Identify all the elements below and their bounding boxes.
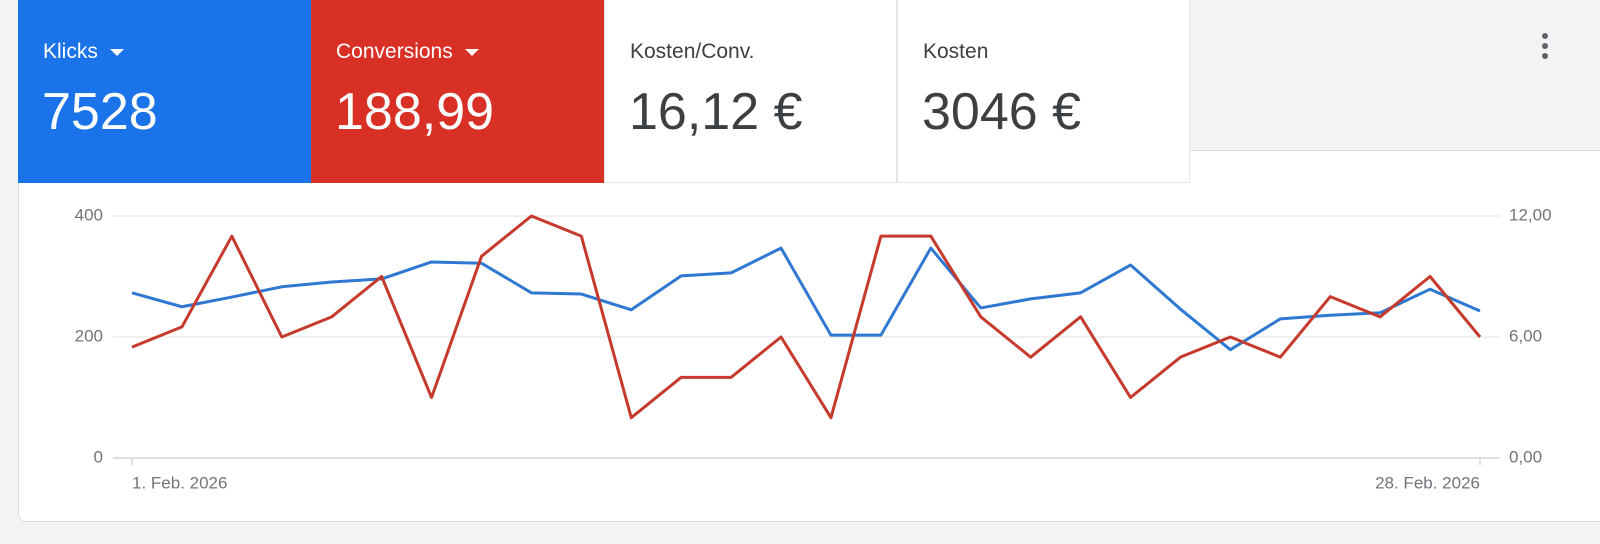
x-tick-label: 28. Feb. 2026 (1375, 473, 1480, 492)
y2-tick-label: 12,00 (1509, 205, 1552, 224)
metric-value: 188,99 (335, 83, 495, 141)
dropdown-icon[interactable] (109, 48, 124, 56)
y-tick-label: 0 (94, 447, 103, 466)
more-menu[interactable] (1540, 33, 1550, 63)
y-tick-label: 400 (75, 205, 103, 224)
metric-value: 3046 € (922, 83, 1082, 141)
metric-card[interactable]: Kosten/Conv. 16,12 € (604, 0, 897, 183)
metric-label-text: Klicks (43, 40, 98, 63)
metric-label: Kosten/Conv. (630, 40, 755, 63)
series-line (131, 246, 1481, 352)
dropdown-icon[interactable] (464, 48, 479, 56)
y2-tick-label: 6,00 (1509, 326, 1542, 345)
y-tick-label: 200 (75, 326, 103, 345)
metric-value: 16,12 € (629, 83, 803, 141)
metric-label: Klicks (43, 40, 124, 64)
x-tick-label: 1. Feb. 2026 (132, 473, 227, 492)
metric-value: 7528 (42, 83, 158, 141)
series-line (131, 214, 1482, 420)
metric-label: Conversions (336, 40, 479, 64)
metric-card[interactable]: Kosten 3046 € (897, 0, 1190, 183)
metric-card[interactable]: Conversions 188,99 (311, 0, 604, 183)
metric-label-text: Conversions (336, 40, 453, 63)
metric-card[interactable]: Klicks 7528 (18, 0, 311, 183)
y2-tick-label: 0,00 (1509, 447, 1542, 466)
metric-label: Kosten (923, 40, 989, 63)
